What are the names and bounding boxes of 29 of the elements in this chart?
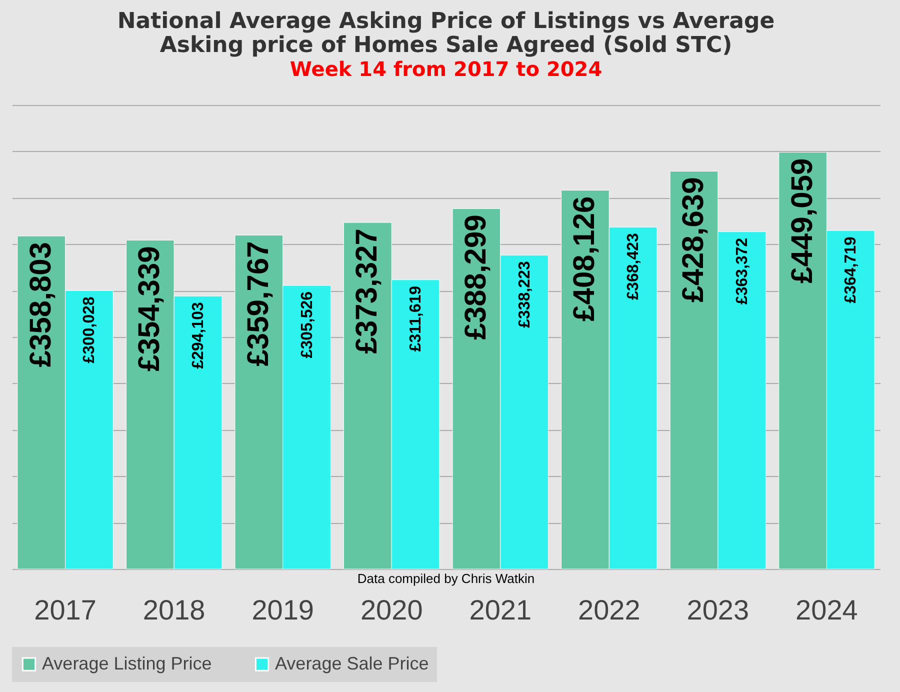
data-label: £364,719 xyxy=(842,236,860,304)
x-tick-label: 2023 xyxy=(686,594,750,626)
data-label: £354,339 xyxy=(133,246,166,372)
text: Data compiled by Chris Watkin xyxy=(357,571,535,586)
data-label: £294,103 xyxy=(190,302,207,369)
x-tick-label: 2020 xyxy=(360,594,423,626)
data-label: £388,299 xyxy=(459,214,492,340)
data-label: £359,767 xyxy=(242,241,275,366)
x-tick-label: 2022 xyxy=(578,594,640,626)
x-tick-label: 2018 xyxy=(142,594,206,626)
data-label: £300,028 xyxy=(81,296,98,364)
data-label: £428,639 xyxy=(677,177,710,302)
x-tick-label: 2024 xyxy=(796,594,858,626)
data-label: £311,619 xyxy=(408,286,425,352)
x-tick-label: 2017 xyxy=(34,594,96,626)
data-label: £408,126 xyxy=(568,196,602,322)
x-tick-label: 2021 xyxy=(469,594,532,626)
data-label: £305,526 xyxy=(298,291,316,358)
chart-title: National Average Asking Price of Listings vs Average Asking price of Homes Sale Agreed (Sold STC) xyxy=(117,9,775,58)
data-label: £363,372 xyxy=(734,238,751,305)
data-label: £358,803 xyxy=(24,242,58,368)
chart-subtitle: Week 14 from 2017 to 2024 xyxy=(290,57,602,81)
data-label: £368,423 xyxy=(625,233,642,300)
legend-label: Average Listing Price xyxy=(42,653,212,674)
data-label: £373,327 xyxy=(350,228,384,354)
data-label: £449,059 xyxy=(786,158,819,284)
legend-label: Average Sale Price xyxy=(275,653,429,674)
x-tick-label: 2019 xyxy=(252,594,314,626)
data-label: £338,223 xyxy=(516,261,534,328)
